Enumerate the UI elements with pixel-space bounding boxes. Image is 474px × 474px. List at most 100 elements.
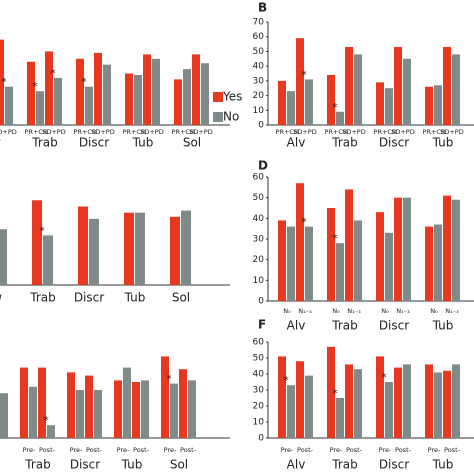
- bar: [27, 61, 35, 125]
- bar: [305, 375, 313, 438]
- x-tick-label: Tub: [124, 291, 146, 305]
- bar: [452, 54, 460, 125]
- bar: [403, 58, 411, 125]
- x-sub-label: SD+PD: [189, 128, 213, 136]
- bar-label: *: [283, 374, 289, 387]
- x-sub-label: SD+PD: [0, 128, 17, 136]
- x-tick-label: Trab: [31, 136, 57, 150]
- x-tick-label: w: [0, 291, 2, 305]
- bar: [125, 73, 133, 125]
- bar: [376, 82, 384, 125]
- bar: [287, 91, 295, 125]
- bar: [376, 356, 384, 438]
- bar: [0, 229, 7, 285]
- x-sub-label: PR+CR: [325, 128, 348, 136]
- x-sub-label: N₁₋₃: [396, 307, 410, 315]
- bar-label: *: [39, 224, 45, 237]
- x-sub-label: Pre-: [330, 446, 343, 454]
- bar: [296, 38, 304, 125]
- x-sub-label: Pre-: [117, 446, 130, 454]
- x-tick-label: Discr: [379, 458, 409, 472]
- bar-label: *: [81, 76, 87, 89]
- bar: [54, 77, 62, 125]
- bar: [188, 380, 196, 438]
- bar: [36, 91, 44, 125]
- x-sub-label: Pre-: [23, 446, 36, 454]
- bar: [32, 200, 42, 285]
- bar: [434, 224, 442, 301]
- x-sub-label: PR+CR: [123, 128, 146, 136]
- bar: [124, 212, 134, 285]
- x-tick-label: Sol: [172, 291, 190, 305]
- x-tick-label: Tub: [432, 136, 454, 150]
- x-tick-label: Tub: [432, 458, 454, 472]
- x-tick-label: Discr: [74, 291, 104, 305]
- y-tick-label: 0: [258, 297, 264, 307]
- y-tick-label: 30: [253, 386, 265, 396]
- bar: [452, 364, 460, 438]
- x-sub-label: N₁₋₃: [445, 307, 459, 315]
- x-sub-label: PR+CR: [276, 128, 299, 136]
- x-sub-label: SD+PD: [42, 128, 66, 136]
- bar: [336, 111, 344, 125]
- bar: [89, 218, 99, 285]
- bar: [141, 380, 149, 438]
- y-tick-label: 20: [253, 91, 265, 101]
- y-tick-label: 40: [253, 62, 265, 72]
- bar: [134, 74, 142, 125]
- legend-swatch: [213, 112, 223, 122]
- x-tick-label: Trab: [331, 319, 357, 333]
- x-sub-label: Post-: [133, 446, 150, 454]
- x-sub-label: N₀: [283, 307, 291, 315]
- bar: [452, 199, 460, 301]
- bar: [29, 386, 37, 438]
- bar: [336, 243, 344, 301]
- x-tick-label: Trab: [331, 136, 357, 150]
- bar-label: *: [332, 387, 338, 400]
- bar: [43, 235, 53, 285]
- y-tick-label: 50: [253, 47, 265, 57]
- panel-letter: D: [258, 159, 268, 173]
- x-tick-label: Tub: [432, 319, 454, 333]
- x-tick-label: Alv: [287, 319, 306, 333]
- bar: [0, 393, 8, 438]
- y-tick-label: 40: [253, 370, 265, 380]
- x-sub-label: SD+PD: [440, 128, 464, 136]
- bar: [114, 380, 122, 438]
- y-tick-label: 10: [253, 276, 265, 286]
- bar: [443, 47, 451, 126]
- bar: [67, 372, 75, 438]
- bar: [174, 79, 182, 125]
- x-sub-label: SD+PD: [293, 128, 317, 136]
- bar: [327, 208, 335, 301]
- bar: [336, 398, 344, 438]
- bar: [76, 58, 84, 125]
- bar: [5, 86, 13, 125]
- bar: [394, 367, 402, 438]
- bar: [143, 54, 151, 125]
- bar: [94, 390, 102, 438]
- bar: [327, 74, 335, 125]
- x-sub-label: PR+CR: [74, 128, 97, 136]
- bar: [434, 85, 442, 125]
- bar: [152, 58, 160, 125]
- bar-label: *: [332, 101, 338, 114]
- x-tick-label: Discr: [379, 319, 409, 333]
- x-sub-label: SD+PD: [140, 128, 164, 136]
- legend-label: No: [223, 110, 239, 124]
- bar: [376, 212, 384, 301]
- x-sub-label: PR+CR: [423, 128, 446, 136]
- x-tick-label: Trab: [331, 458, 357, 472]
- x-sub-label: N₀: [430, 307, 438, 315]
- x-tick-label: w: [0, 136, 1, 150]
- y-tick-label: 40: [253, 214, 265, 224]
- bar: [345, 364, 353, 438]
- x-sub-label: PR+CR: [172, 128, 195, 136]
- bar: [85, 375, 93, 438]
- bar: [354, 54, 362, 125]
- bar-label: *: [381, 371, 387, 384]
- x-tick-label: Tub: [121, 458, 143, 472]
- bar-label: *: [50, 67, 56, 80]
- x-sub-label: Pre-: [70, 446, 83, 454]
